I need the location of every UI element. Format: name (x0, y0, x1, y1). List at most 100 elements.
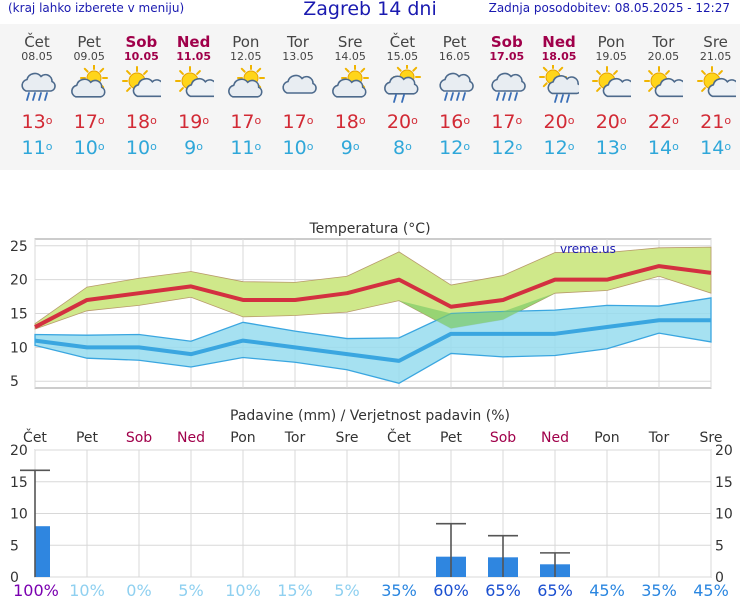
day-column: Pet 09.05 17o 10o (63, 24, 115, 159)
precipitation-probability: 45% (693, 581, 729, 600)
y-tick-label: 10 (10, 507, 28, 523)
day-name: Čet (389, 33, 416, 51)
page-title: Zagreb 14 dni (303, 0, 437, 20)
precipitation-probability: 65% (485, 581, 521, 600)
x-tick-label: Pet (440, 430, 463, 446)
precipitation-probability: 0% (126, 581, 151, 600)
cloud-icon (282, 74, 317, 94)
day-date: 17.05 (489, 50, 525, 63)
x-tick-label: Ned (177, 430, 205, 446)
min-temperature: 10o (73, 137, 105, 159)
precipitation-probability: 35% (641, 581, 677, 600)
day-name: Pet (77, 33, 101, 51)
max-temperature: 21o (700, 111, 732, 133)
max-temperature: 13o (21, 111, 53, 133)
day-name: Ned (542, 33, 576, 51)
day-column: Ned 18.05 20o 12o (533, 24, 585, 159)
x-tick-label: Tor (648, 430, 670, 446)
day-column: Tor 20.05 22o 14o (637, 24, 689, 159)
day-column: Sob 17.05 17o 12o (481, 24, 533, 159)
day-name: Pon (232, 33, 260, 51)
temperature-chart-title: Temperatura (°C) (308, 221, 430, 237)
day-name: Tor (652, 33, 675, 51)
min-temperature: 11o (21, 137, 53, 159)
x-tick-label: Pet (76, 430, 99, 446)
day-date: 14.05 (334, 50, 366, 63)
min-temperature: 11o (230, 137, 262, 159)
watermark: vreme.us (560, 242, 616, 256)
max-temperature: 16o (439, 111, 471, 133)
min-temperature: 14o (700, 137, 732, 159)
y-tick-label: 5 (10, 374, 19, 390)
last-updated: Zadnja posodobitev: 08.05.2025 - 12:27 (488, 1, 730, 15)
day-date: 21.05 (699, 50, 732, 63)
day-date: 11.05 (176, 50, 211, 63)
x-tick-label: Čet (387, 428, 411, 446)
x-tick-label: Pon (594, 430, 619, 446)
y-tick-label: 15 (10, 475, 28, 491)
precipitation-probability: 45% (589, 581, 625, 600)
y-tick-label-right: 10 (715, 507, 733, 523)
day-date: 16.05 (438, 50, 471, 63)
x-tick-label: Ned (541, 430, 569, 446)
day-column: Sob 10.05 18o 10o (115, 24, 167, 159)
sun-small-cloud-icon (696, 66, 736, 98)
day-column: Pon 19.05 20o 13o (585, 24, 637, 159)
header-bar: (kraj lahko izberete v meniju) Zagreb 14… (0, 0, 740, 20)
location-menu-hint[interactable]: (kraj lahko izberete v meniju) (8, 1, 185, 15)
precipitation-chart: Padavine (mm) / Verjetnost padavin (%) Če… (10, 408, 733, 600)
day-column: Tor 13.05 17o 10o (272, 24, 324, 159)
min-temperature: 12o (439, 137, 471, 159)
sun-behind-cloud-icon (332, 65, 370, 98)
max-temperature: 20o (386, 111, 418, 133)
precipitation-range-whisker (540, 552, 570, 577)
day-name: Čet (24, 33, 50, 51)
sun-behind-cloud-icon (227, 65, 265, 98)
day-column: Pon 12.05 17o 11o (220, 24, 272, 159)
max-temperature: 22o (647, 111, 679, 133)
sun-small-cloud-icon (122, 66, 162, 98)
x-tick-label: Sre (336, 430, 359, 446)
x-tick-label: Čet (23, 428, 47, 446)
day-column: Sre 14.05 18o 9o (324, 24, 376, 159)
precipitation-probability: 5% (334, 581, 359, 600)
y-tick-label-right: 5 (715, 538, 724, 554)
temperature-chart: Temperatura (°C) 5 10 15 20 25 vreme.us (10, 221, 712, 390)
min-temperature: 10o (282, 137, 314, 159)
day-name: Sre (337, 33, 363, 51)
day-name: Tor (287, 33, 309, 51)
max-temperature-line (34, 264, 712, 329)
daily-forecast-strip: Čet 08.05 13o 11o Pet 09.05 17o 10o Sob 10.05 18o 1… (0, 24, 740, 170)
min-temperature: 12o (543, 137, 575, 159)
max-temperature: 17o (230, 111, 262, 133)
precipitation-range-whisker (20, 469, 50, 577)
precipitation-probability: 15% (277, 581, 313, 600)
min-temperature: 14o (647, 137, 679, 159)
y-tick-label: 10 (10, 340, 28, 356)
day-name: Pet (442, 33, 467, 51)
day-name: Sre (703, 33, 728, 51)
max-temperature: 17o (491, 111, 523, 133)
precipitation-chart-title: Padavine (mm) / Verjetnost padavin (%) (230, 408, 510, 424)
day-date: 15.05 (386, 50, 419, 63)
day-date: 09.05 (73, 50, 105, 63)
y-tick-label: 5 (10, 538, 19, 554)
min-temperature-band (34, 297, 712, 384)
x-tick-label: Tor (284, 430, 306, 446)
day-column: Pet 16.05 16o 12o (429, 24, 481, 159)
precipitation-probability: 5% (178, 581, 203, 600)
y-tick-label: 20 (10, 273, 28, 289)
min-temperature-line (34, 318, 711, 363)
rain-cloud-icon (21, 72, 56, 101)
precipitation-probability: 65% (537, 581, 573, 600)
sun-rain-cloud-icon (539, 65, 579, 103)
precipitation-bar (35, 526, 50, 577)
rain-cloud-icon (438, 72, 474, 101)
day-date: 20.05 (647, 50, 680, 63)
day-date: 12.05 (230, 50, 262, 63)
precipitation-probability: 60% (433, 581, 469, 600)
max-temperature: 18o (125, 111, 157, 133)
day-date: 13.05 (282, 50, 314, 63)
x-tick-label: Sob (490, 430, 516, 446)
max-temperature: 18o (334, 111, 366, 133)
